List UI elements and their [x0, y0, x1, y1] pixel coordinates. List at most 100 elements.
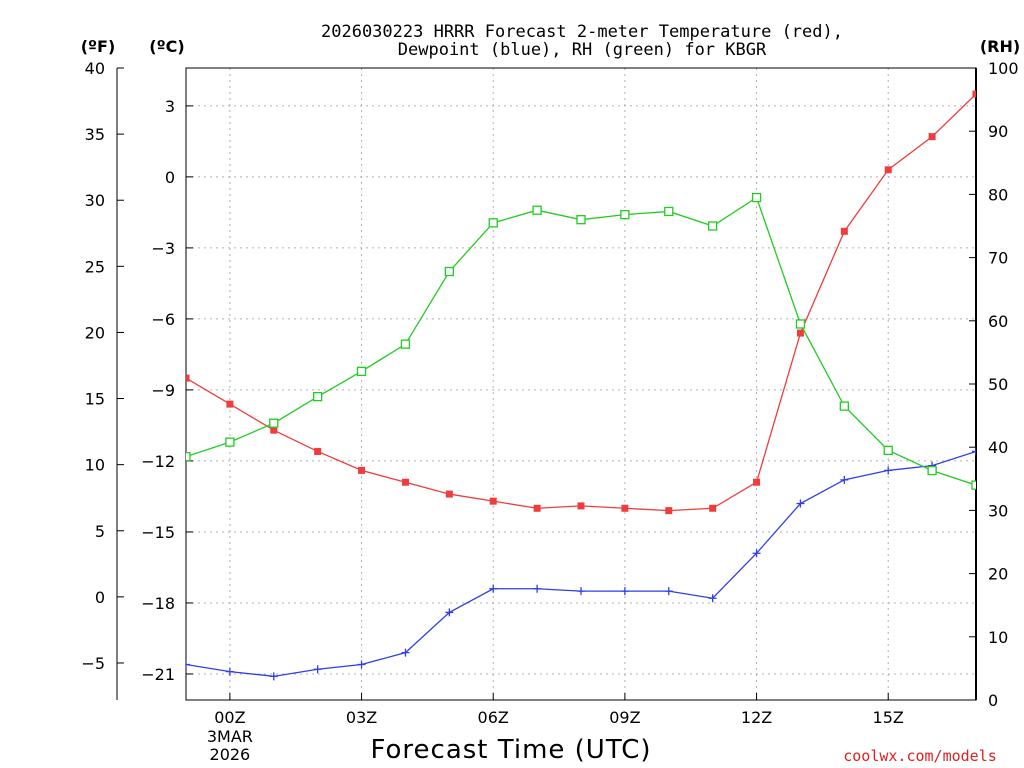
dewpoint-point: [840, 475, 849, 484]
rh-point: [751, 192, 762, 203]
dewpoint-point: [269, 672, 278, 681]
fahrenheit-tick-label: 5: [95, 522, 105, 541]
temperature-point: [665, 507, 673, 515]
fahrenheit-tick-label: 10: [85, 456, 105, 475]
rh-point: [356, 366, 367, 377]
dewpoint-point: [796, 499, 805, 508]
series-dewpoint: [186, 447, 976, 681]
dewpoint-point: [533, 584, 542, 593]
x-tick-date-label: 3MAR: [207, 727, 253, 746]
temperature-point: [753, 478, 761, 486]
dewpoint-point: [620, 587, 629, 596]
rh-tick-label: 50: [988, 375, 1008, 394]
dewpoint-point: [972, 447, 976, 456]
x-axis-title: Forecast Time (UTC): [370, 735, 651, 765]
dewpoint-point: [357, 660, 366, 669]
series-rh: [186, 192, 976, 490]
temperature-point: [972, 90, 976, 98]
temperature-point: [314, 447, 322, 455]
rh-point: [400, 339, 411, 349]
rh-tick-label: 70: [988, 249, 1008, 268]
rh-point: [488, 218, 498, 228]
dewpoint-point: [313, 665, 322, 674]
rh-point: [576, 215, 586, 225]
temperature-point: [489, 497, 497, 505]
x-tick-label: 03Z: [346, 708, 377, 727]
celsius-tick-label: −9: [151, 381, 175, 400]
dewpoint-point: [752, 549, 761, 558]
fahrenheit-tick-label: 20: [85, 323, 105, 342]
temperature-point: [928, 133, 936, 141]
temperature-point: [445, 490, 453, 498]
celsius-tick-label: −18: [141, 594, 175, 613]
temperature-point: [577, 502, 585, 510]
celsius-tick-label: −6: [151, 310, 175, 329]
celsius-unit-label: (ºC): [149, 37, 184, 56]
dewpoint-point: [401, 648, 410, 657]
temperature-point: [796, 329, 804, 337]
rh-point: [186, 452, 191, 462]
temperature-point: [186, 374, 190, 382]
rh-point: [444, 266, 454, 277]
fahrenheit-unit-label: (ºF): [81, 37, 116, 56]
fahrenheit-tick-label: 25: [85, 257, 105, 276]
fahrenheit-tick-label: 35: [85, 125, 105, 144]
rh-tick-label: 80: [988, 185, 1008, 204]
chart-title-line1: 2026030223 HRRR Forecast 2-meter Tempera…: [321, 22, 843, 42]
credit-text: coolwx.com/models: [843, 747, 997, 765]
temperature-point: [226, 400, 234, 408]
rh-tick-label: 90: [988, 122, 1008, 141]
rh-tick-label: 20: [988, 565, 1008, 584]
chart-title-line2: Dewpoint (blue), RH (green) for KBGR: [398, 40, 767, 60]
x-tick-label: 06Z: [478, 708, 509, 727]
series-layer: [186, 90, 976, 681]
celsius-tick-label: −15: [141, 523, 175, 542]
rh-point: [664, 206, 674, 217]
temperature-point: [884, 166, 892, 174]
celsius-tick-label: 3: [165, 97, 175, 116]
dewpoint-point: [708, 594, 717, 603]
fahrenheit-tick-label: 0: [95, 588, 105, 607]
temperature-point: [533, 504, 541, 512]
rh-tick-label: 100: [988, 59, 1019, 78]
rh-point: [839, 401, 849, 411]
rh-point: [927, 465, 937, 476]
rh-point: [883, 445, 893, 456]
celsius-tick-label: −21: [141, 665, 175, 684]
dewpoint-point: [577, 587, 585, 596]
temperature-point: [401, 478, 409, 486]
rh-point: [225, 437, 235, 447]
axes: 4035302520151050−530−3−6−9−12−15−18−2110…: [81, 59, 1018, 764]
celsius-tick-label: −3: [151, 239, 175, 258]
dewpoint-point: [186, 660, 190, 669]
temperature-point: [840, 227, 848, 235]
rh-point: [708, 221, 718, 231]
rh-unit-label: (RH): [980, 37, 1020, 56]
series-temperature: [186, 90, 976, 515]
rh-point: [313, 391, 323, 402]
dewpoint-point: [489, 584, 498, 593]
rh-tick-label: 30: [988, 501, 1008, 520]
temperature-point: [709, 504, 717, 512]
rh-point: [795, 319, 806, 329]
temperature-point: [621, 504, 629, 512]
celsius-tick-label: −12: [141, 452, 175, 471]
x-tick-label: 00Z: [214, 708, 245, 727]
rh-tick-label: 10: [988, 628, 1008, 647]
rh-tick-label: 40: [988, 438, 1008, 457]
temperature-point: [358, 466, 366, 474]
fahrenheit-tick-label: 40: [85, 59, 105, 78]
fahrenheit-tick-label: 30: [85, 191, 105, 210]
fahrenheit-tick-label: −5: [81, 654, 105, 673]
x-tick-year-label: 2026: [210, 745, 251, 764]
rh-point: [620, 209, 630, 220]
x-tick-label: 15Z: [873, 708, 904, 727]
x-tick-label: 09Z: [609, 708, 640, 727]
rh-tick-label: 60: [988, 312, 1008, 331]
dewpoint-point: [664, 587, 673, 596]
rh-point: [269, 418, 279, 428]
dewpoint-point: [225, 667, 234, 676]
x-tick-label: 12Z: [741, 708, 772, 727]
